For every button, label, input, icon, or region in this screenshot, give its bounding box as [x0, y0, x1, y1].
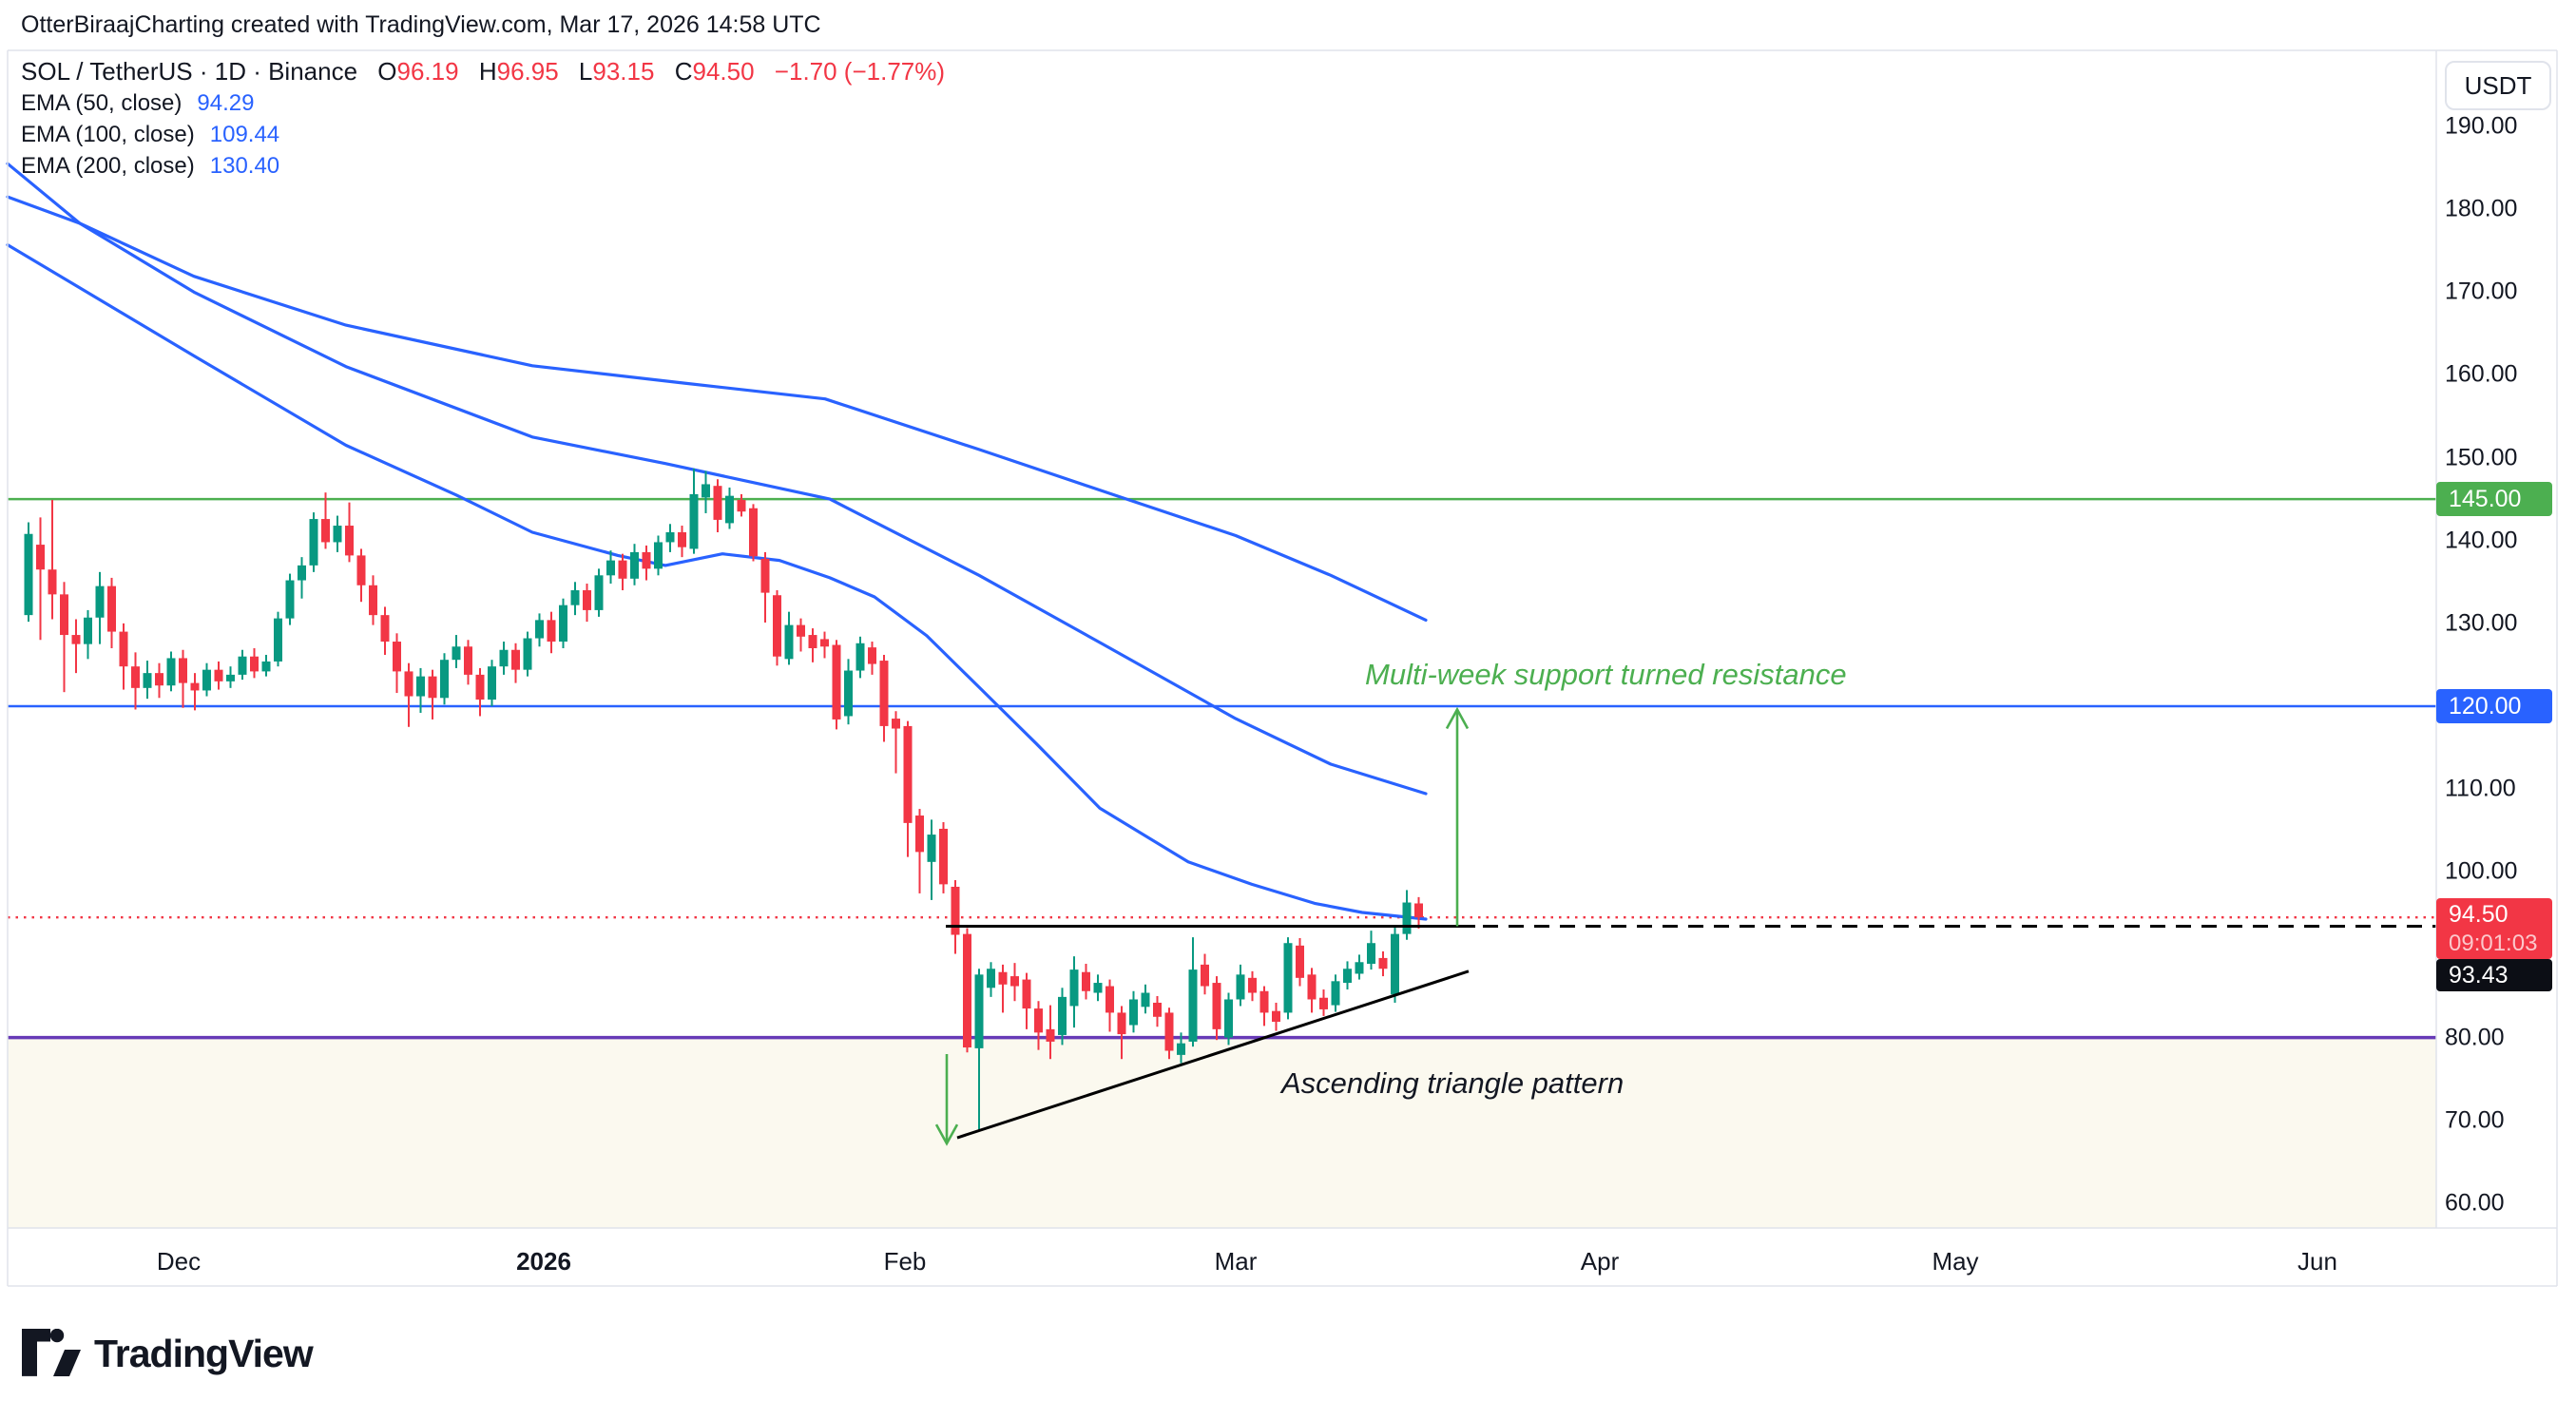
- ema100-label: EMA (100, close): [21, 122, 195, 147]
- price-label-9343: 93.43: [2436, 959, 2552, 992]
- price-label-120: 120.00: [2436, 689, 2552, 723]
- close-value: 94.50: [692, 57, 755, 86]
- close-label: C: [674, 57, 693, 86]
- ema200-label: EMA (200, close): [21, 153, 195, 179]
- annotation-resistance-text[interactable]: Multi-week support turned resistance: [1365, 658, 1847, 691]
- time-tick-label: Feb: [883, 1247, 927, 1276]
- price-tick-label: 140.00: [2445, 527, 2518, 554]
- price-tick-label: 150.00: [2445, 444, 2518, 471]
- symbol-ohlc-row: SOL / TetherUS · 1D · Binance O96.19 H96…: [21, 59, 945, 84]
- time-tick-label: Apr: [1580, 1247, 1620, 1276]
- time-tick-label: Jun: [2297, 1247, 2337, 1276]
- tradingview-icon: [22, 1329, 81, 1376]
- tradingview-logo[interactable]: TradingView: [22, 1329, 314, 1378]
- indicator-row-ema100: EMA (100, close) 109.44: [21, 124, 945, 146]
- indicator-row-ema50: EMA (50, close) 94.29: [21, 92, 945, 115]
- last-price-label: 94.50 09:01:03: [2436, 898, 2552, 960]
- ema200-value: 130.40: [209, 153, 280, 179]
- low-value: 93.15: [592, 57, 655, 86]
- tradingview-wordmark: TradingView: [94, 1331, 314, 1375]
- high-label: H: [478, 57, 497, 86]
- currency-button[interactable]: USDT: [2445, 61, 2551, 110]
- ema50-label: EMA (50, close): [21, 90, 183, 116]
- symbol-title: SOL / TetherUS · 1D · Binance: [21, 57, 358, 86]
- price-tick-label: 70.00: [2445, 1106, 2505, 1134]
- ema100-value: 109.44: [209, 122, 280, 147]
- ema50-value: 94.29: [197, 90, 255, 116]
- indicator-row-ema200: EMA (200, close) 130.40: [21, 155, 945, 178]
- open-label: O: [377, 57, 397, 86]
- price-tick-label: 60.00: [2445, 1189, 2505, 1217]
- low-label: L: [578, 57, 593, 86]
- header-attribution: OtterBiraajCharting created with Trading…: [21, 11, 821, 38]
- time-tick-label: 2026: [516, 1247, 571, 1276]
- time-tick-label: Dec: [156, 1247, 202, 1276]
- high-value: 96.95: [496, 57, 559, 86]
- price-tick-label: 170.00: [2445, 278, 2518, 305]
- open-value: 96.19: [396, 57, 459, 86]
- change-value: −1.70 (−1.77%): [774, 57, 946, 86]
- time-tick-label: Mar: [1214, 1247, 1258, 1276]
- price-tick-label: 180.00: [2445, 195, 2518, 222]
- bar-countdown: 09:01:03: [2449, 930, 2538, 956]
- price-tick-label: 100.00: [2445, 857, 2518, 885]
- price-tick-label: 110.00: [2445, 775, 2516, 802]
- price-tick-label: 190.00: [2445, 112, 2518, 140]
- price-tick-label: 80.00: [2445, 1024, 2505, 1051]
- price-tick-label: 130.00: [2445, 609, 2518, 637]
- time-tick-label: May: [1932, 1247, 1979, 1276]
- annotation-triangle-text[interactable]: Ascending triangle pattern: [1281, 1066, 1624, 1100]
- legend: SOL / TetherUS · 1D · Binance O96.19 H96…: [21, 59, 945, 178]
- price-tick-label: 160.00: [2445, 360, 2518, 388]
- price-label-145: 145.00: [2436, 482, 2552, 517]
